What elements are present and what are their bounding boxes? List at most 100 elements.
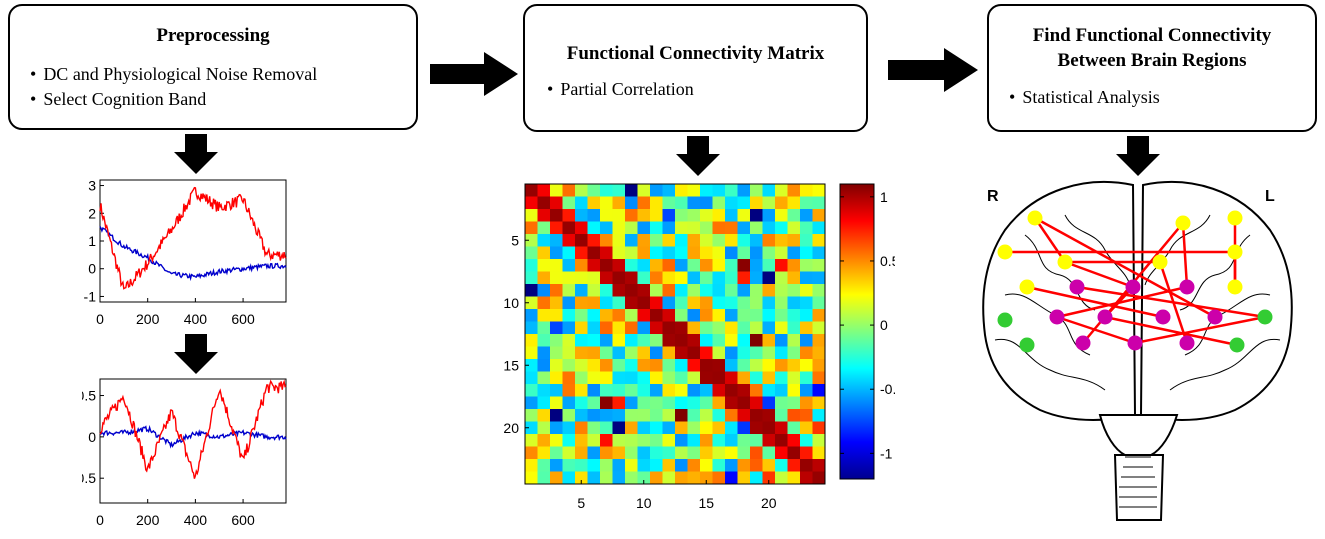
matrix-cell — [750, 296, 763, 310]
matrix-cell — [575, 396, 588, 410]
brain-node-frontal — [1027, 210, 1043, 226]
matrix-cell — [637, 271, 651, 285]
matrix-cell — [612, 309, 626, 322]
matrix-cell — [587, 446, 601, 460]
matrix-cell — [712, 196, 726, 210]
matrix-cell — [587, 359, 601, 372]
matrix-cell — [575, 446, 588, 460]
matrix-cell — [725, 246, 738, 260]
matrix-cell — [750, 396, 763, 410]
matrix-cell — [600, 446, 613, 460]
matrix-cell — [750, 371, 763, 385]
matrix-cell — [750, 309, 763, 322]
y-tick-label: 2 — [88, 205, 96, 221]
matrix-cell — [587, 246, 601, 260]
matrix-cell — [662, 421, 676, 435]
matrix-cell — [550, 321, 563, 335]
matrix-cell — [787, 359, 801, 372]
step-title: Preprocessing — [156, 25, 270, 46]
matrix-cell — [812, 196, 826, 210]
matrix-cell — [575, 284, 588, 297]
matrix-cell — [737, 246, 751, 260]
matrix-cell — [650, 396, 663, 410]
matrix-cell — [687, 234, 701, 247]
matrix-cell — [612, 334, 626, 347]
matrix-cell — [812, 321, 826, 335]
matrix-cell — [525, 271, 538, 285]
matrix-cell — [800, 296, 813, 310]
matrix-cell — [587, 384, 601, 397]
brain-node-temporal — [1019, 337, 1035, 353]
matrix-cell — [762, 409, 776, 422]
matrix-cell — [812, 271, 826, 285]
matrix-cell — [762, 334, 776, 347]
matrix-cell — [637, 396, 651, 410]
connectivity-edge — [1064, 260, 1134, 289]
matrix-cell — [737, 409, 751, 422]
matrix-cell — [675, 284, 688, 297]
matrix-cell — [737, 209, 751, 222]
matrix-cell — [675, 371, 688, 385]
matrix-cell — [700, 384, 713, 397]
matrix-cell — [775, 184, 788, 197]
matrix-cell — [562, 209, 576, 222]
y-tick-label: -0.5 — [82, 470, 96, 486]
matrix-cell — [737, 346, 751, 360]
matrix-cell — [712, 459, 726, 472]
down-arrow-icon — [676, 136, 720, 176]
matrix-cell — [625, 459, 638, 472]
matrix-cell — [600, 259, 613, 272]
matrix-cell — [725, 321, 738, 335]
matrix-cell — [700, 296, 713, 310]
matrix-cell — [787, 221, 801, 235]
matrix-cell — [587, 334, 601, 347]
matrix-cell — [562, 359, 576, 372]
matrix-cell — [550, 471, 563, 485]
matrix-cell — [787, 446, 801, 460]
matrix-cell — [625, 259, 638, 272]
matrix-cell — [687, 346, 701, 360]
matrix-cell — [687, 321, 701, 335]
matrix-cell — [525, 234, 538, 247]
matrix-cell — [600, 409, 613, 422]
matrix-cell — [762, 421, 776, 435]
matrix-cell — [675, 271, 688, 285]
x-tick-label: 5 — [577, 495, 585, 511]
colorbar-tick-label: -1 — [880, 445, 893, 461]
matrix-cell — [612, 196, 626, 210]
matrix-cell — [787, 246, 801, 260]
x-tick-label: 400 — [184, 311, 208, 327]
matrix-cell — [812, 446, 826, 460]
matrix-cell — [675, 396, 688, 410]
matrix-cell — [725, 296, 738, 310]
matrix-cell — [775, 284, 788, 297]
matrix-cell — [650, 259, 663, 272]
matrix-cell — [587, 234, 601, 247]
matrix-cell — [737, 471, 751, 485]
matrix-cell — [575, 359, 588, 372]
matrix-cell — [637, 371, 651, 385]
matrix-cell — [662, 259, 676, 272]
y-tick-label: 1 — [88, 233, 96, 249]
matrix-cell — [700, 221, 713, 235]
matrix-cell — [637, 284, 651, 297]
matrix-cell — [612, 271, 626, 285]
matrix-cell — [525, 421, 538, 435]
matrix-cell — [737, 396, 751, 410]
raw-signal-plot: 3 2 1 0 -1 0 200 400 600 — [84, 178, 287, 327]
matrix-cell — [725, 271, 738, 285]
matrix-cell — [600, 371, 613, 385]
brain-node-frontal — [1227, 279, 1243, 295]
matrix-cell — [687, 446, 701, 460]
matrix-cell — [600, 471, 613, 485]
matrix-cell — [750, 346, 763, 360]
matrix-cell — [775, 371, 788, 385]
matrix-cell — [637, 234, 651, 247]
matrix-cell — [712, 221, 726, 235]
matrix-cell — [787, 309, 801, 322]
matrix-cell — [775, 334, 788, 347]
matrix-cell — [625, 184, 638, 197]
matrix-cell — [700, 421, 713, 435]
matrix-cell — [762, 396, 776, 410]
brain-node-frontal — [1175, 215, 1191, 231]
